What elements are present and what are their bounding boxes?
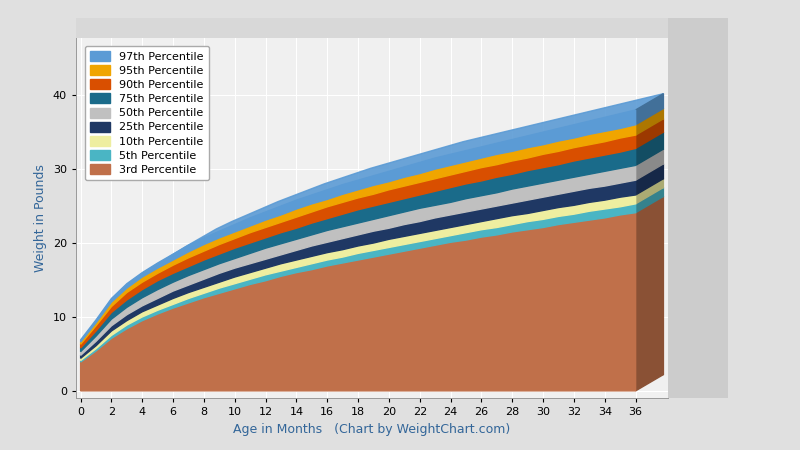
Polygon shape (108, 108, 663, 328)
Polygon shape (81, 110, 636, 342)
Polygon shape (636, 164, 663, 195)
Polygon shape (636, 149, 663, 180)
Polygon shape (81, 166, 636, 356)
X-axis label: Age in Months   (Chart by WeightChart.com): Age in Months (Chart by WeightChart.com) (234, 423, 510, 436)
Polygon shape (81, 135, 636, 348)
Polygon shape (81, 148, 636, 352)
Polygon shape (108, 164, 663, 342)
Polygon shape (636, 108, 663, 135)
Polygon shape (81, 125, 636, 344)
Polygon shape (108, 149, 663, 339)
Legend: 97th Percentile, 95th Percentile, 90th Percentile, 75th Percentile, 50th Percent: 97th Percentile, 95th Percentile, 90th P… (85, 45, 209, 180)
Polygon shape (81, 180, 636, 358)
Polygon shape (108, 119, 663, 332)
Polygon shape (108, 94, 663, 326)
Polygon shape (636, 132, 663, 166)
Polygon shape (636, 188, 663, 213)
Polygon shape (108, 132, 663, 335)
Polygon shape (636, 119, 663, 148)
Polygon shape (108, 197, 663, 374)
Polygon shape (81, 204, 636, 362)
Polygon shape (636, 197, 663, 391)
Polygon shape (108, 179, 663, 344)
Polygon shape (81, 213, 636, 391)
Polygon shape (636, 94, 663, 125)
Y-axis label: Weight in Pounds: Weight in Pounds (34, 164, 47, 272)
Polygon shape (108, 188, 663, 346)
Polygon shape (81, 195, 636, 360)
Polygon shape (636, 179, 663, 204)
